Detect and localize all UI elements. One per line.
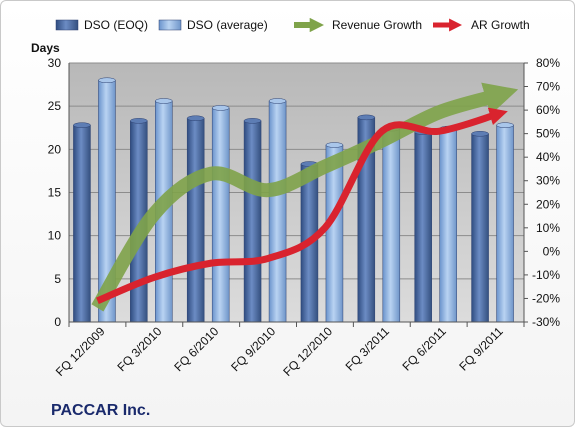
legend-label-ar-growth: AR Growth [471,18,530,32]
y2-tick-label: 20% [536,197,560,211]
ar-growth-line [96,107,508,305]
y2-tick-label: -20% [532,291,560,305]
y2-tick-label: 70% [536,80,560,94]
y2-axis-ticks: -30% -20% -10% 0% 10% 20% 30% 40% 50% 60% 70% 80% [524,56,560,329]
x-tick-label: FQ 9/2010 [228,324,278,374]
y2-tick-label: 0% [543,244,561,258]
y-tick-label: 10 [48,229,62,243]
y-tick-label: 25 [48,99,62,113]
bar-top-dso-average [268,98,287,104]
bar-top-dso-eoq [471,131,489,137]
y2-tick-label: 30% [536,174,560,188]
legend-label-revenue-growth: Revenue Growth [332,18,422,32]
x-tick-label: FQ 3/2010 [114,324,164,374]
bar-dso-average [439,128,457,323]
bar-top-dso-eoq [73,122,91,128]
x-tick-label: FQ 9/2011 [456,324,506,374]
bar-dso-eoq [471,133,489,323]
legend-swatch-dso-eoq [55,19,79,31]
bar-dso-average [382,128,401,323]
y-tick-label: 5 [54,272,61,286]
y-tick-label: 15 [48,186,62,200]
legend-swatch-dso-average [158,19,182,31]
revenue-growth-line [91,82,519,312]
x-axis-ticks: FQ 12/2009 FQ 3/2010 FQ 6/2010 FQ 9/2010 FQ … [53,324,506,379]
y2-tick-label: 50% [536,127,560,141]
bar-top-dso-average [496,122,514,128]
growth-lines [91,82,519,312]
y-tick-label: 20 [48,142,62,156]
y-tick-label: 0 [54,315,61,329]
x-tick-label: FQ 3/2011 [343,324,393,374]
x-tick-label: FQ 6/2011 [399,324,449,374]
y-tick-label: 30 [48,56,62,70]
bar-top-dso-eoq [186,115,205,122]
bar-top-dso-average [98,77,116,84]
y2-tick-label: -10% [532,268,560,282]
axes [68,63,525,327]
bar-dso-eoq [186,118,205,323]
bar-dso-eoq [414,131,432,323]
y2-tick-label: 40% [536,150,560,164]
x-tick-label: FQ 12/2009 [53,324,108,379]
bar-top-dso-eoq [130,118,148,124]
legend-label-dso-average: DSO (average) [187,18,268,32]
bars [73,77,514,323]
y2-tick-label: 60% [536,103,560,117]
bar-dso-average [211,107,230,323]
x-tick-label: FQ 12/2010 [280,324,335,379]
bar-dso-average [496,124,514,323]
bar-dso-eoq [73,124,91,323]
bar-top-dso-average [155,98,173,104]
y-axis-ticks: 0 5 10 15 20 25 30 [48,56,62,329]
y2-tick-label: -30% [532,315,560,329]
bar-dso-average [268,100,287,323]
legend: DSO (EOQ) DSO (average) Revenue Growth AR G… [55,17,530,33]
bar-top-dso-eoq [357,114,376,121]
bar-dso-eoq [243,120,262,323]
bar-top-dso-average [211,105,230,111]
bar-top-dso-eoq [243,118,262,124]
x-tick-label: FQ 6/2010 [171,324,221,374]
y2-tick-label: 80% [536,56,560,70]
y2-tick-label: 10% [536,221,560,235]
legend-label-dso-eoq: DSO (EOQ) [84,18,148,32]
bar-top-dso-average [325,142,344,148]
y-axis-title: Days [31,41,60,55]
company-name: PACCAR Inc. [51,402,150,419]
